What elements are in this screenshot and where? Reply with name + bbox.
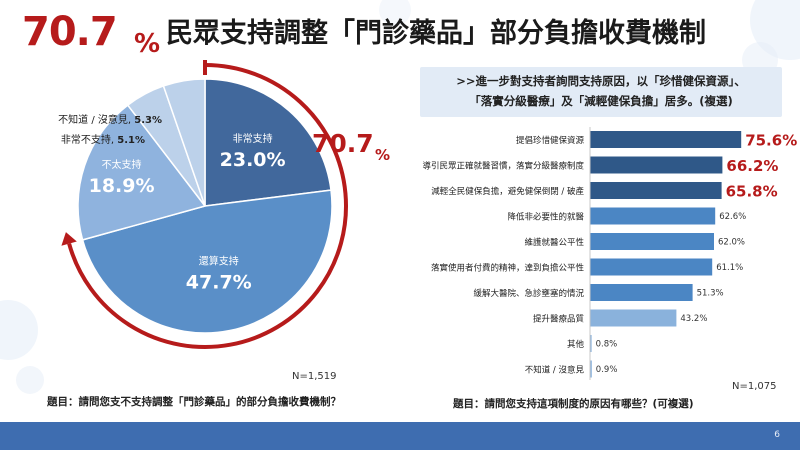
bar-category-label: 提倡珍惜健保資源 [516, 135, 585, 146]
bar-value-label: 0.9% [596, 365, 618, 375]
bar [590, 131, 742, 148]
pie-slice-value: 23.0% [220, 149, 286, 171]
bar-category-label: 減輕全民健保負擔，避免健保倒閉 / 破產 [431, 186, 584, 197]
bar-chart: 提倡珍惜健保資源 75.6% 導引民眾正確就醫習慣，落實分級醫療制度 66.2% 減輕全… [422, 127, 797, 380]
callout-line-2: 「落實分級醫療」及「減輕健保負擔」居多。(複選) [469, 94, 733, 108]
support-total-sign: % [375, 146, 390, 164]
title-percent: 70.7 [22, 9, 118, 55]
support-arc [67, 63, 348, 349]
bar [590, 233, 714, 250]
pie-slice-value: 47.7% [186, 272, 252, 294]
callout-line-1: >>進一步對支持者詢問支持原因，以「珍惜健保資源」、 [456, 74, 746, 88]
pie-slice-label: 不太支持 [102, 158, 142, 171]
pie-outside-label: 不知道 / 沒意見, 5.3% [58, 113, 162, 126]
bar-category-label: 緩解大醫院、急診壅塞的情況 [473, 288, 584, 299]
bar [590, 258, 713, 276]
pie-slice [204, 78, 332, 207]
bar [590, 156, 723, 174]
bar [590, 309, 677, 327]
bar-category-label: 維護就醫公平性 [524, 237, 584, 248]
pie-question: 題目：請問您支不支持調整「門診藥品」的部分負擔收費機制？ [47, 396, 341, 408]
pie-slice-value: 18.9% [89, 175, 155, 197]
callout-box: >>進一步對支持者詢問支持原因，以「珍惜健保資源」、 「落實分級醫療」及「減輕健… [420, 67, 782, 117]
support-arc-arrowhead [61, 232, 77, 246]
bar [590, 182, 722, 199]
bar-category-label: 降低非必要性的就醫 [507, 212, 584, 223]
bar-category-label: 導引民眾正確就醫習慣，落實分級醫療制度 [422, 161, 584, 172]
bar-value-label: 65.8% [726, 183, 778, 201]
pie-slice [162, 78, 206, 207]
bar [590, 284, 693, 301]
pie-outside-label: 非常不支持, 5.1% [61, 133, 145, 146]
pie-slice-label: 非常支持 [233, 132, 273, 145]
bar-category-label: 落實使用者付費的精神，達到負擔公平性 [431, 263, 585, 274]
pie-outside-label-value: 5.1% [117, 135, 145, 146]
bar-category-label: 不知道 / 沒意見 [525, 365, 585, 376]
pie-slice [81, 189, 333, 334]
pie-outside-label-name: 不知道 / 沒意見, [58, 113, 134, 126]
bar-question: 題目：請問您支持這項制度的原因有哪些？(可複選) [453, 398, 694, 410]
pie-sample-size: N=1,519 [292, 371, 337, 382]
bar-value-label: 66.2% [726, 157, 778, 175]
bar-value-label: 62.0% [718, 238, 745, 248]
bar-value-label: 0.8% [596, 340, 618, 350]
pie-slice [77, 104, 207, 241]
bar [590, 335, 592, 352]
pie-chart: 非常支持 23.0% 還算支持 47.7% 不太支持 18.9% 非常不支持, 5.1% 不知… [58, 60, 390, 349]
footer-bar: 6 [0, 422, 800, 450]
bar-sample-size: N=1,075 [732, 381, 777, 392]
title-percent-sign: % [134, 29, 161, 59]
bar-category-label: 提升醫療品質 [533, 314, 585, 325]
pie-outside-label-value: 5.3% [134, 115, 162, 126]
pie-slice-label: 還算支持 [199, 255, 239, 268]
page-number: 6 [774, 430, 780, 440]
bar-category-label: 其他 [567, 339, 585, 350]
support-total-value: 70.7 [312, 129, 374, 158]
bar-value-label: 61.1% [716, 263, 743, 273]
bar-value-label: 62.6% [719, 212, 746, 222]
page-title: 民眾支持調整「門診藥品」部分負擔收費機制 [166, 18, 706, 49]
pie-outside-label-name: 非常不支持, [61, 133, 117, 146]
bar-value-label: 75.6% [745, 132, 797, 150]
bar-value-label: 43.2% [680, 314, 707, 324]
bar-value-label: 51.3% [697, 289, 724, 299]
bar [590, 360, 592, 378]
bar [590, 207, 716, 225]
